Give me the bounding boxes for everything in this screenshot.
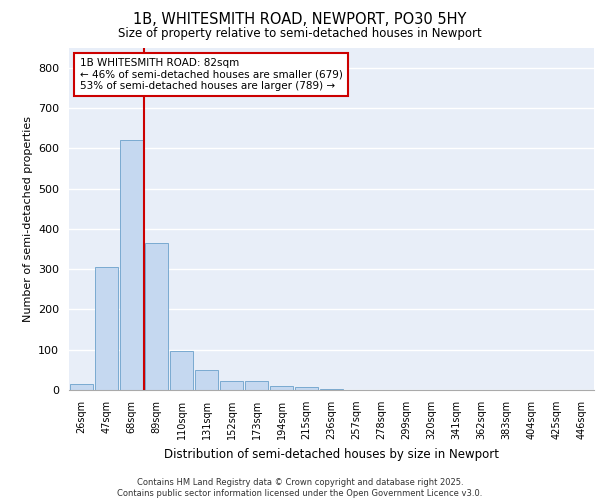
Bar	[120, 140, 143, 390]
Bar	[195, 370, 218, 390]
X-axis label: Distribution of semi-detached houses by size in Newport: Distribution of semi-detached houses by …	[164, 448, 499, 460]
Bar	[145, 243, 168, 390]
Text: Contains HM Land Registry data © Crown copyright and database right 2025.
Contai: Contains HM Land Registry data © Crown c…	[118, 478, 482, 498]
Bar	[170, 351, 193, 390]
Text: 1B WHITESMITH ROAD: 82sqm
← 46% of semi-detached houses are smaller (679)
53% of: 1B WHITESMITH ROAD: 82sqm ← 46% of semi-…	[79, 58, 343, 91]
Bar	[95, 267, 118, 390]
Y-axis label: Number of semi-detached properties: Number of semi-detached properties	[23, 116, 32, 322]
Bar	[295, 387, 318, 390]
Bar	[320, 389, 343, 390]
Bar	[220, 381, 243, 390]
Text: 1B, WHITESMITH ROAD, NEWPORT, PO30 5HY: 1B, WHITESMITH ROAD, NEWPORT, PO30 5HY	[133, 12, 467, 28]
Bar	[245, 381, 268, 390]
Bar	[270, 386, 293, 390]
Text: Size of property relative to semi-detached houses in Newport: Size of property relative to semi-detach…	[118, 28, 482, 40]
Bar	[70, 384, 93, 390]
